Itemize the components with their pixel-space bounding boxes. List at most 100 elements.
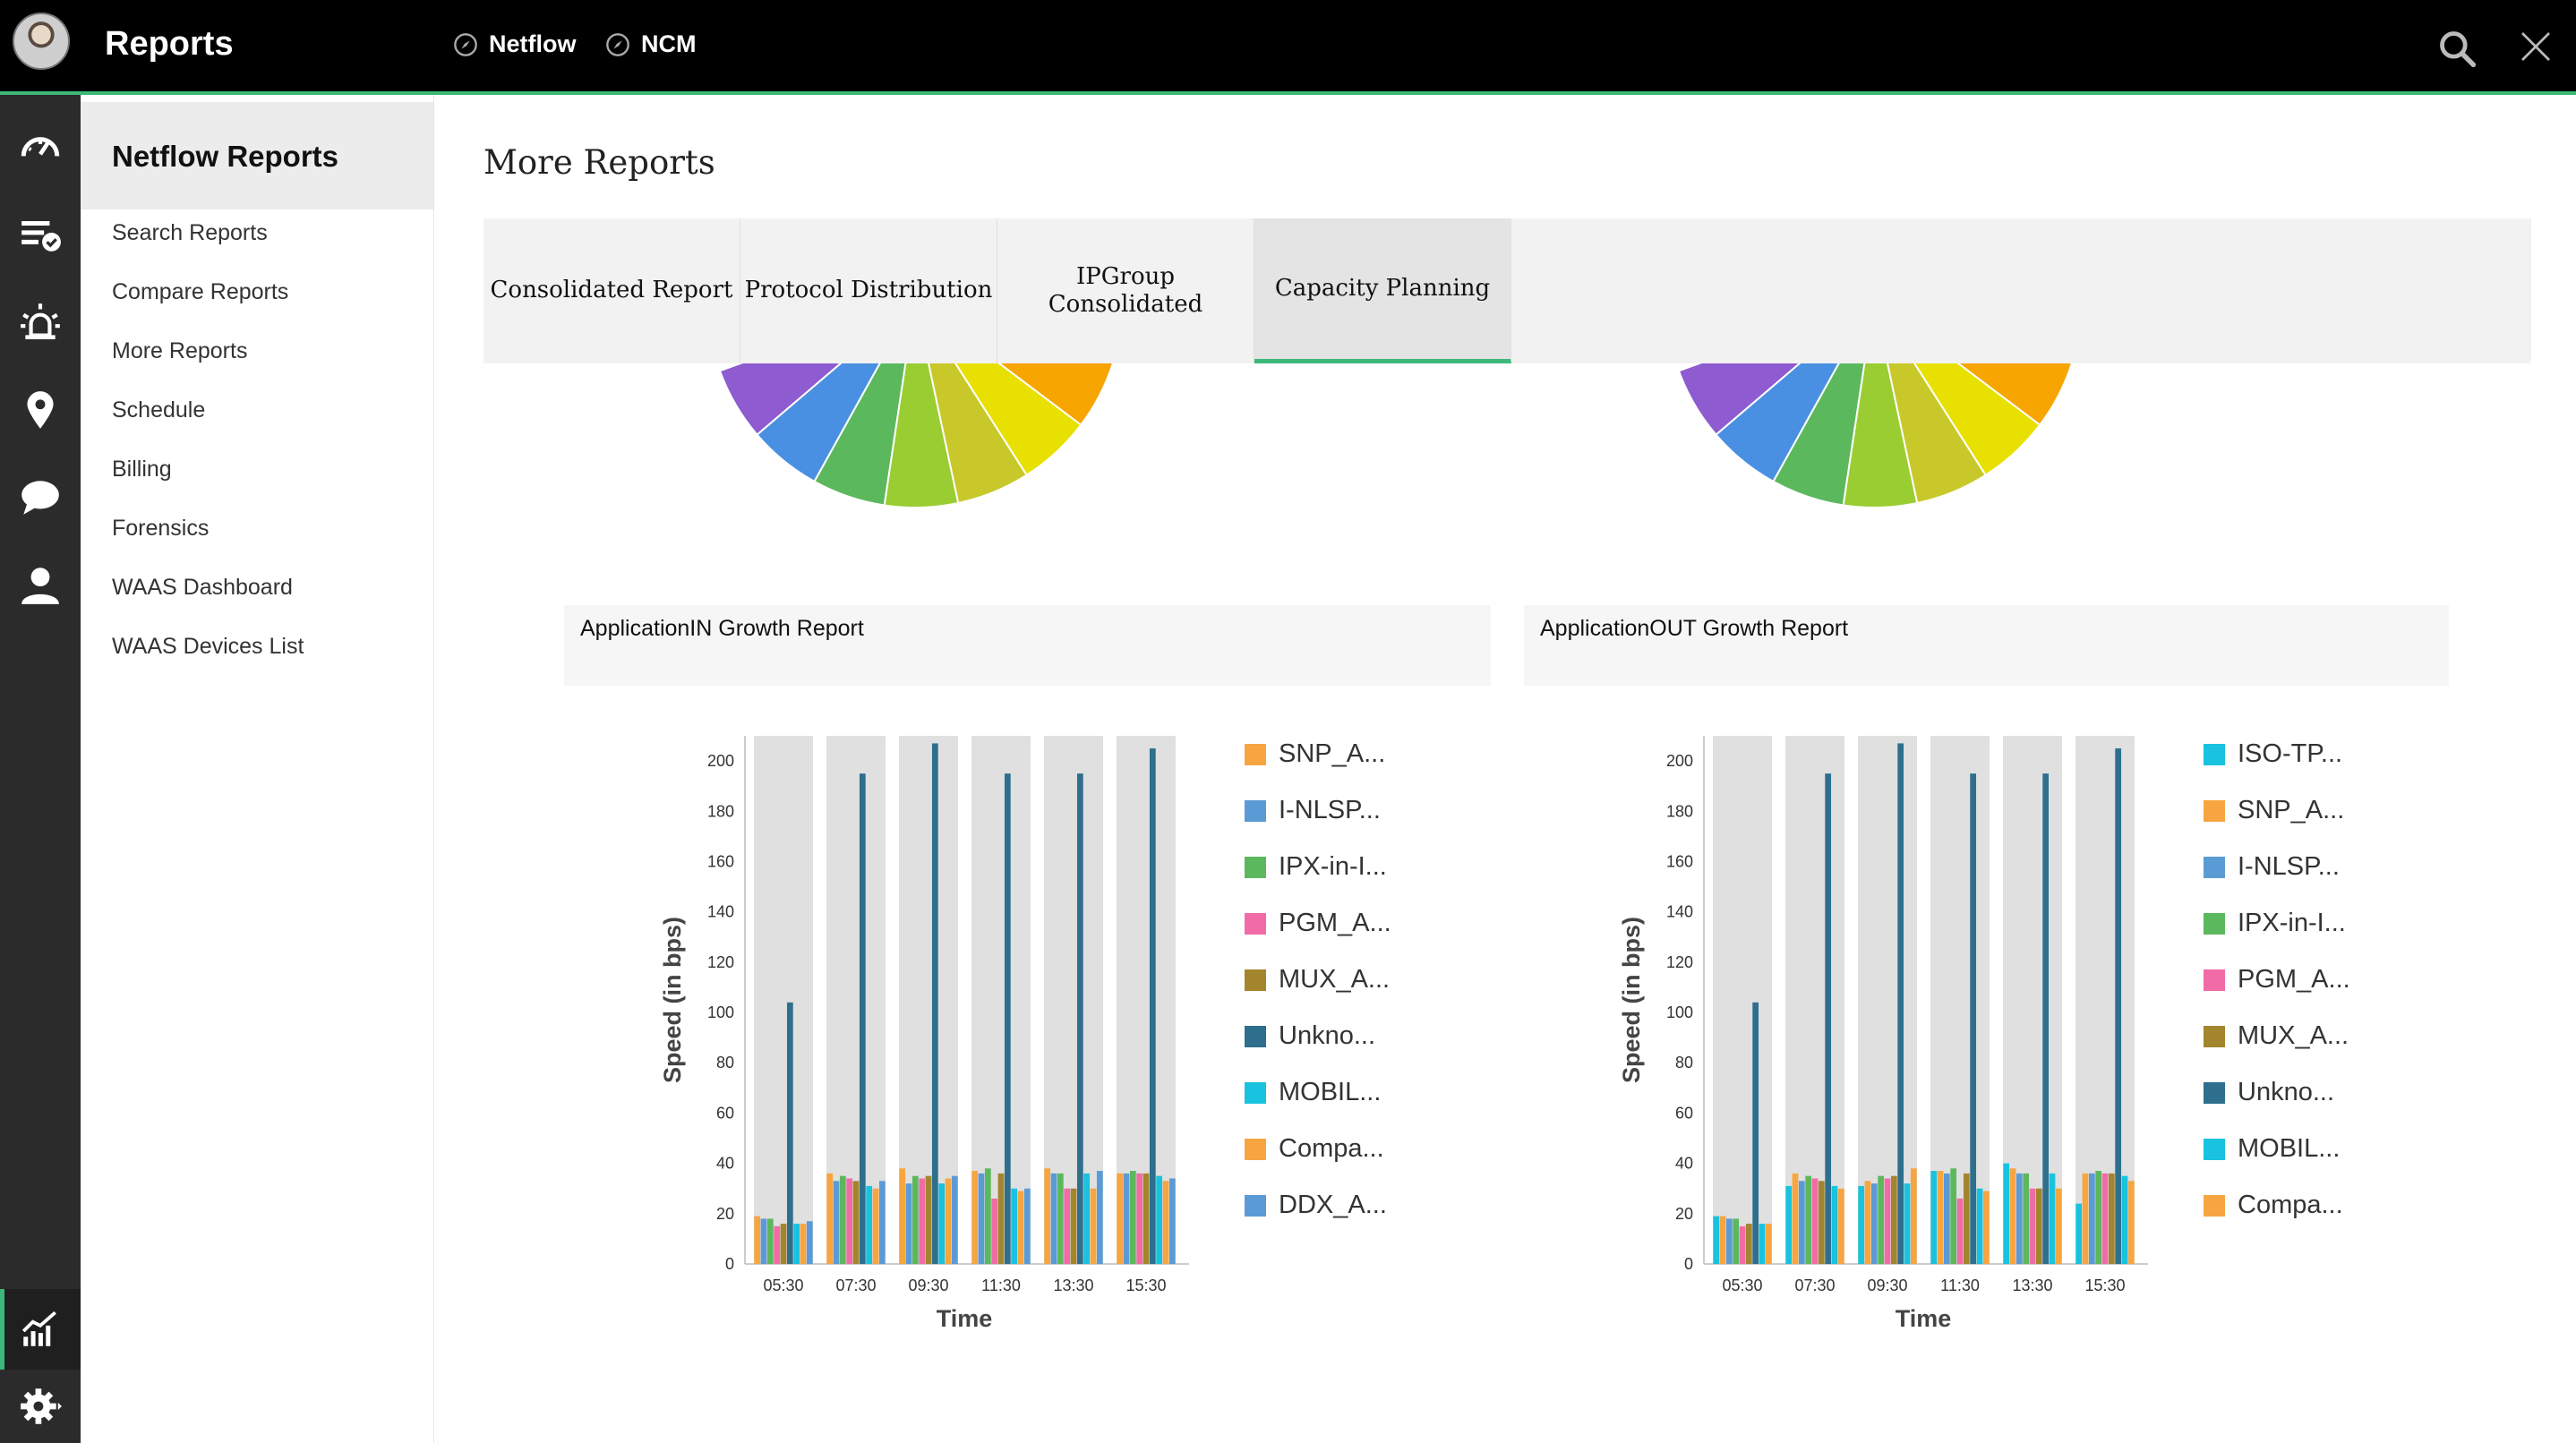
bar[interactable] — [826, 1173, 834, 1264]
bar[interactable] — [1930, 1171, 1938, 1264]
sidebar-item-waas-devices-list[interactable]: WAAS Devices List — [112, 634, 304, 659]
bar[interactable] — [1156, 1175, 1163, 1264]
bar[interactable] — [2023, 1173, 2030, 1264]
tab-ipgroup-consolidated[interactable]: IPGroup Consolidated — [997, 218, 1254, 363]
sidebar-item-search-reports[interactable]: Search Reports — [112, 220, 268, 245]
legend-item[interactable]: DDX_A... — [1245, 1191, 1387, 1220]
bar[interactable] — [1897, 743, 1904, 1264]
tab-capacity-planning[interactable]: Capacity Planning — [1254, 218, 1511, 363]
bar[interactable] — [2049, 1173, 2056, 1264]
avatar[interactable] — [13, 13, 70, 70]
bar[interactable] — [1044, 1168, 1051, 1264]
bar[interactable] — [786, 1002, 793, 1264]
bar[interactable] — [2055, 1188, 2062, 1264]
bar[interactable] — [925, 1175, 932, 1264]
close-icon[interactable] — [2518, 29, 2554, 64]
bar[interactable] — [1950, 1168, 1957, 1264]
legend-item[interactable]: Unkno... — [2204, 1078, 2334, 1107]
bar[interactable] — [1890, 1175, 1897, 1264]
tab-consolidated-report[interactable]: Consolidated Report — [484, 218, 740, 363]
bar[interactable] — [859, 773, 866, 1264]
bar[interactable] — [872, 1188, 879, 1264]
bar[interactable] — [1818, 1181, 1825, 1264]
bar[interactable] — [800, 1224, 807, 1264]
sidebar-item-schedule[interactable]: Schedule — [112, 397, 206, 423]
bar[interactable] — [1785, 1185, 1793, 1264]
bar[interactable] — [2075, 1203, 2083, 1264]
bar[interactable] — [754, 1216, 761, 1264]
legend-item[interactable]: I-NLSP... — [1245, 796, 1381, 825]
legend-item[interactable]: Unkno... — [1245, 1021, 1375, 1051]
bar[interactable] — [1910, 1168, 1917, 1264]
sidebar-item-compare-reports[interactable]: Compare Reports — [112, 279, 289, 304]
bar[interactable] — [1143, 1173, 1150, 1264]
legend-item[interactable]: MOBIL... — [2204, 1134, 2340, 1164]
bar[interactable] — [911, 1175, 919, 1264]
legend-item[interactable]: PGM_A... — [2204, 965, 2350, 995]
legend-item[interactable]: IPX-in-I... — [2204, 909, 2346, 938]
bar[interactable] — [806, 1221, 813, 1264]
bar[interactable] — [1805, 1175, 1812, 1264]
bar[interactable] — [1129, 1171, 1136, 1264]
bar[interactable] — [2108, 1173, 2115, 1264]
bar[interactable] — [2101, 1173, 2109, 1264]
bar[interactable] — [1858, 1185, 1865, 1264]
bar[interactable] — [899, 1168, 906, 1264]
bar[interactable] — [1798, 1181, 1805, 1264]
bar[interactable] — [2035, 1188, 2042, 1264]
bar[interactable] — [1870, 1183, 1878, 1264]
bar[interactable] — [1123, 1173, 1130, 1264]
legend-item[interactable]: MUX_A... — [1245, 965, 1390, 995]
search-icon[interactable] — [2437, 29, 2477, 68]
bar[interactable] — [1765, 1224, 1772, 1264]
sidebar-item-more-reports[interactable]: More Reports — [112, 338, 248, 363]
bar[interactable] — [1149, 748, 1156, 1264]
bar[interactable] — [2095, 1171, 2102, 1264]
bar[interactable] — [931, 743, 938, 1264]
bar[interactable] — [1070, 1188, 1077, 1264]
sidebar-item-billing[interactable]: Billing — [112, 457, 172, 482]
bar[interactable] — [766, 1218, 774, 1264]
bar[interactable] — [1004, 773, 1011, 1264]
user-icon[interactable] — [15, 560, 65, 610]
bar[interactable] — [1083, 1173, 1091, 1264]
bar[interactable] — [1982, 1191, 1990, 1264]
bar[interactable] — [1713, 1216, 1720, 1264]
bar[interactable] — [1725, 1218, 1733, 1264]
legend-item[interactable]: Compa... — [1245, 1134, 1384, 1164]
bar[interactable] — [1050, 1173, 1057, 1264]
bar[interactable] — [1096, 1171, 1103, 1264]
bar[interactable] — [839, 1175, 846, 1264]
tab-ncm[interactable]: NCM — [605, 30, 697, 58]
bar[interactable] — [2088, 1173, 2095, 1264]
legend-item[interactable]: IPX-in-I... — [1245, 852, 1387, 882]
legend-item[interactable]: MOBIL... — [1245, 1078, 1381, 1107]
bar[interactable] — [1064, 1188, 1071, 1264]
bar[interactable] — [2121, 1175, 2128, 1264]
bar[interactable] — [780, 1224, 787, 1264]
bar[interactable] — [991, 1198, 998, 1264]
bar[interactable] — [1831, 1185, 1838, 1264]
legend-item[interactable]: ISO-TP... — [2204, 739, 2342, 769]
bar[interactable] — [905, 1183, 912, 1264]
sidebar-item-waas-dashboard[interactable]: WAAS Dashboard — [112, 575, 293, 600]
bar[interactable] — [1956, 1198, 1964, 1264]
bar[interactable] — [2042, 773, 2050, 1264]
tab-netflow[interactable]: Netflow — [453, 30, 577, 58]
bar[interactable] — [852, 1181, 860, 1264]
bar[interactable] — [971, 1171, 979, 1264]
bar[interactable] — [1136, 1173, 1143, 1264]
bar[interactable] — [945, 1178, 952, 1264]
bar[interactable] — [1825, 773, 1832, 1264]
bar[interactable] — [1970, 773, 1977, 1264]
bar[interactable] — [2082, 1173, 2089, 1264]
chat-icon[interactable] — [15, 473, 65, 523]
bar[interactable] — [2003, 1163, 2010, 1264]
bar[interactable] — [1719, 1216, 1726, 1264]
bar[interactable] — [1090, 1188, 1097, 1264]
bar[interactable] — [1745, 1224, 1752, 1264]
bar[interactable] — [1011, 1188, 1018, 1264]
bar[interactable] — [1937, 1171, 1944, 1264]
bar[interactable] — [2009, 1168, 2016, 1264]
bar[interactable] — [1864, 1181, 1871, 1264]
